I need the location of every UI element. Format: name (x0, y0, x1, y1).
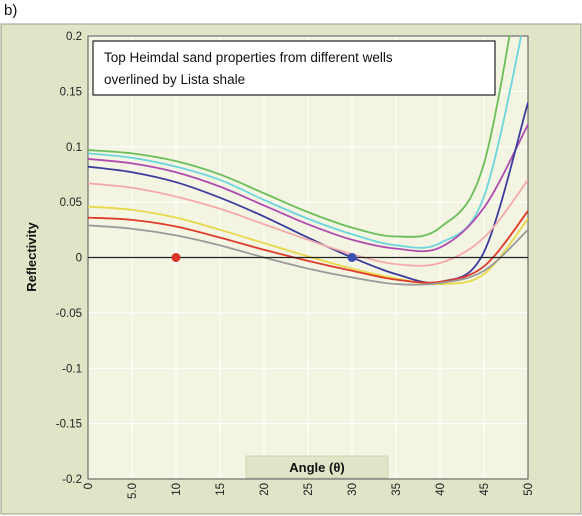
annotation-line-1: Top Heimdal sand properties from differe… (104, 50, 393, 65)
series-line-8 (88, 224, 528, 286)
series-line-2 (88, 36, 523, 249)
y-tick-label: -0.15 (56, 419, 82, 431)
series-line-1 (88, 36, 511, 238)
x-tick-label: 10 (171, 483, 183, 496)
y-tick-label: -0.2 (62, 474, 82, 486)
series-line-4 (88, 102, 528, 284)
annotation-line-2: overlined by Lista shale (104, 72, 245, 87)
series-line-6 (88, 205, 528, 286)
y-tick-labels: 0.2 0.15 0.1 0.05 0 -0.05 -0.1 -0.15 -0.2 (56, 31, 82, 486)
x-tick-label: 5.0 (127, 483, 139, 499)
series-line-5 (88, 179, 528, 267)
y-tick-label: 0 (76, 253, 82, 265)
y-tick-label: 0.05 (60, 197, 82, 209)
markers (171, 253, 357, 262)
x-tick-label: 25 (303, 483, 315, 496)
y-tick-label: -0.05 (56, 308, 82, 320)
series-lines (88, 36, 528, 286)
x-tick-label: 40 (435, 483, 447, 496)
y-tick-label: 0.15 (60, 86, 82, 98)
x-tick-labels: 0 5.0 10 15 20 25 30 35 40 45 50 (83, 483, 535, 499)
y-tick-label: 0.1 (66, 142, 82, 154)
y-axis-title: Reflectivity (24, 222, 39, 292)
y-tick-label: -0.1 (62, 363, 82, 375)
x-axis-title: Angle (θ) (289, 460, 344, 475)
x-tick-label: 50 (523, 483, 535, 496)
x-tick-label: 45 (479, 483, 491, 496)
panel-label: b) (4, 2, 18, 19)
x-tick-label: 0 (83, 483, 95, 489)
x-tick-label: 20 (259, 483, 271, 496)
annotation-box: Top Heimdal sand properties from differe… (92, 40, 496, 96)
marker-point-2 (347, 253, 357, 262)
x-tick-label: 30 (347, 483, 359, 496)
series-line-3 (88, 124, 528, 253)
y-tick-label: 0.2 (66, 31, 82, 43)
marker-point-1 (171, 253, 181, 262)
x-tick-label: 15 (215, 483, 227, 496)
x-tick-label: 35 (391, 483, 403, 496)
series-line-7 (88, 210, 528, 284)
x-axis-title-box (245, 455, 389, 479)
